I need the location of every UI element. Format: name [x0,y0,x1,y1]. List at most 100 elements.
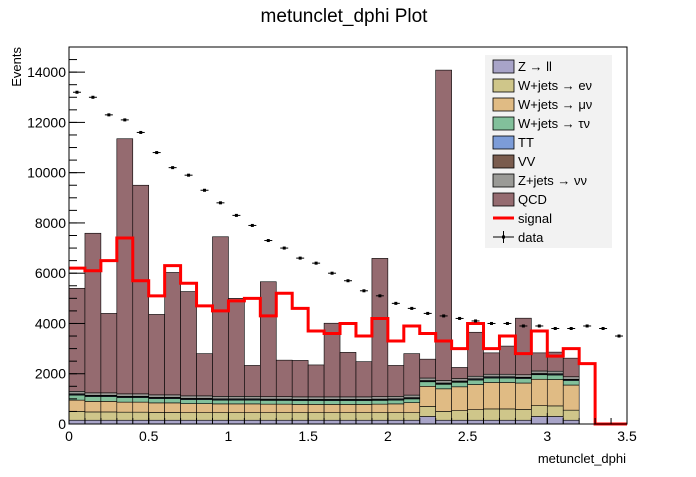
bar-Znunu-13 [275,396,293,400]
bar-Znunu-5 [148,394,165,398]
bar-W_taunu-26 [483,377,500,383]
bar-W_taunu-18 [355,400,373,405]
bar-Znunu-20 [387,396,405,400]
bar-Znunu-0 [68,391,86,395]
data-point-14 [296,256,305,260]
bar-W_enu-15 [307,412,325,421]
bar-QCD-11 [244,365,261,397]
bar-QCD-18 [355,361,373,398]
bar-Z_ll-23 [435,419,452,425]
legend-item-VV: VV [492,154,536,169]
bar-QCD-23 [435,69,452,381]
bar-W_munu-9 [212,403,229,413]
bar-Znunu-28 [515,374,532,378]
legend-label: Z → ll [518,59,552,74]
legend-swatch [492,59,515,74]
bar-Znunu-25 [467,375,484,380]
bar-W_enu-22 [419,406,436,417]
data-point-19 [375,294,384,298]
data-point-30 [551,326,560,330]
bar-W_taunu-12 [260,400,277,405]
bar-Znunu-18 [355,396,373,400]
data-point-28 [519,324,528,328]
bar-W_taunu-19 [371,400,389,405]
bar-W_munu-4 [132,401,150,413]
bar-W_enu-18 [355,412,373,421]
bar-Znunu-29 [531,370,548,374]
bar-Z_ll-3 [116,419,134,425]
bar-Znunu-22 [419,377,436,381]
bar-W_enu-16 [323,412,341,421]
bar-W_enu-12 [260,412,277,421]
bar-QCD-19 [371,258,389,397]
data-point-26 [487,321,496,325]
bar-Znunu-19 [371,396,389,400]
bar-QCD-29 [531,352,548,372]
bar-Znunu-27 [499,373,516,378]
bar-Z_ll-9 [212,419,229,425]
bar-QCD-10 [228,298,245,397]
bar-W_taunu-10 [228,399,245,405]
x-tick-label: 1.5 [298,428,318,444]
bar-Z_ll-20 [387,419,405,425]
bar-Z_ll-10 [228,419,245,425]
signal-line [69,236,627,426]
bar-W_taunu-22 [419,381,436,387]
bar-W_taunu-7 [180,399,197,404]
bar-W_taunu-23 [435,383,452,390]
bar-QCD-14 [291,360,309,398]
legend-label: W+jets → eν [518,78,592,93]
bar-QCD-26 [483,352,500,375]
bar-W_taunu-27 [499,377,516,383]
bar-W_enu-13 [275,412,293,421]
bar-Z_ll-6 [164,419,181,425]
bar-Znunu-23 [435,380,452,384]
bar-Z_ll-0 [68,419,86,425]
x-tick-label: 1 [225,428,233,444]
signal-series [69,236,627,426]
legend-label: data [518,230,544,245]
y-tick-label: 8000 [35,215,66,231]
legend-item-W_munu: W+jets → μν [492,97,592,112]
y-axis-label: Events [9,47,24,87]
bar-W_munu-2 [100,401,118,413]
bar-W_taunu-24 [451,381,468,388]
legend-item-data: data [493,230,544,245]
bar-W_taunu-28 [515,378,532,384]
legend-item-TT: TT [492,135,534,150]
bar-W_munu-10 [228,403,245,413]
bar-Znunu-1 [84,392,102,396]
bar-Znunu-2 [100,392,118,396]
data-point-8 [200,188,209,192]
bar-W_enu-19 [371,412,389,421]
bar-QCD-24 [451,367,468,379]
y-tick-label: 4000 [35,315,66,331]
bar-W_munu-11 [244,403,261,413]
bar-Znunu-8 [196,395,213,399]
bar-Z_ll-27 [499,419,516,425]
data-point-18 [359,289,368,293]
data-point-24 [455,316,464,320]
data-point-11 [248,223,257,227]
bar-W_munu-16 [323,404,341,413]
data-point-21 [407,306,416,310]
bar-W_enu-23 [435,411,452,421]
bar-Z_ll-11 [244,419,261,425]
bar-W_enu-7 [180,412,197,421]
bar-W_enu-3 [116,411,134,421]
bar-W_enu-21 [403,412,421,421]
data-point-12 [264,239,273,243]
data-point-7 [184,173,193,177]
bar-Z_ll-2 [100,419,118,425]
bar-QCD-1 [84,232,102,394]
bar-Znunu-17 [339,396,357,400]
bar-Z_ll-21 [403,419,421,425]
bar-W_enu-10 [228,412,245,421]
data-point-16 [328,271,337,275]
bar-W_munu-29 [531,378,548,406]
legend-label: W+jets → μν [518,97,592,112]
data-point-4 [136,130,145,134]
x-axis-label: metunclet_dphi [538,451,626,466]
bar-W_taunu-31 [562,380,580,386]
